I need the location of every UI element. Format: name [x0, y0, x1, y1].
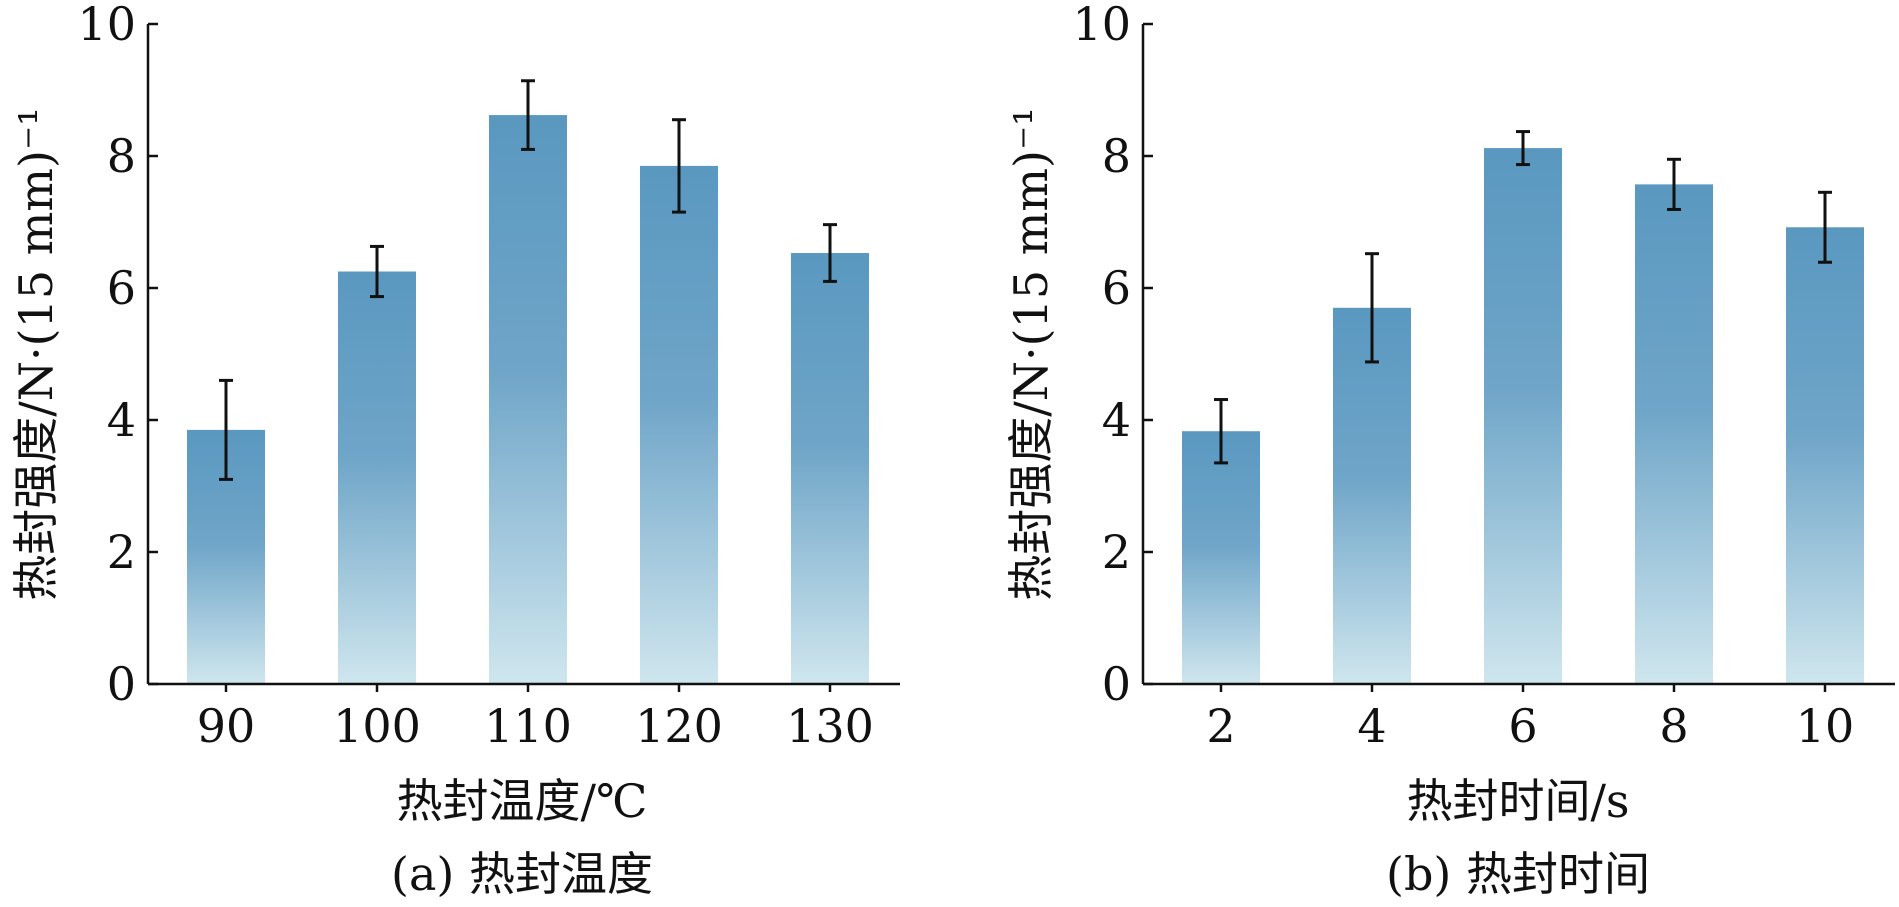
panel-b-x-axis-title: 热封时间/s	[1406, 774, 1629, 828]
panel-b-errorbar-10	[1818, 190, 1832, 264]
panel-b-x-tick-label: 10	[1796, 699, 1855, 753]
panel-b-x-tick-label: 6	[1508, 699, 1537, 753]
panel-a-x-tick-label: 90	[197, 699, 256, 753]
panel-a-x-ticks: 90 100 110 120 130	[197, 684, 874, 753]
panel-a-y-tick-label: 4	[107, 393, 136, 447]
panel-b-bar-2	[1182, 431, 1260, 684]
panel-b-y-ticks: 0 2 4 6 8 10	[1072, 0, 1153, 711]
panel-a-errorbar-100	[370, 244, 384, 299]
panel-b-errorbar-8	[1667, 157, 1681, 211]
panel-a-errorbars	[219, 79, 837, 481]
panel-a-x-tick-label: 110	[484, 699, 572, 753]
panel-b-y-tick-label: 2	[1102, 525, 1131, 579]
panel-b-x-tick-label: 2	[1206, 699, 1235, 753]
panel-b-y-tick-label: 8	[1102, 129, 1131, 183]
panel-a-errorbar-110	[521, 79, 535, 151]
panel-b-bar-6	[1484, 148, 1562, 684]
panel-a-bar-120	[640, 165, 718, 684]
panel-b-errorbar-6	[1516, 130, 1530, 167]
panel-a-y-tick-label: 10	[77, 0, 136, 51]
panel-a-bars	[187, 115, 869, 684]
panel-a-y-tick-label: 2	[107, 525, 136, 579]
panel-b-bar-8	[1635, 184, 1713, 684]
panel-b-x-tick-label: 8	[1659, 699, 1688, 753]
panel-a-errorbar-90	[219, 378, 233, 481]
panel-b-bars	[1182, 148, 1864, 684]
panel-a-caption: (a) 热封温度	[391, 847, 653, 901]
panel-a-y-tick-label: 0	[107, 657, 136, 711]
panel-b-y-tick-label: 4	[1102, 393, 1131, 447]
panel-a-errorbar-130	[823, 223, 837, 283]
panel-b-errorbar-2	[1214, 398, 1228, 465]
panel-a-y-tick-label: 8	[107, 129, 136, 183]
panel-b-y-axis-title: 热封强度/N·(15 mm)⁻¹	[1004, 107, 1058, 600]
panel-a-bar-130	[791, 253, 869, 684]
panel-a-bar-110	[489, 115, 567, 684]
panel-a-errorbar-120	[672, 118, 686, 214]
panel-b: 0 2 4 6 8 10 2 4 6 8 10 热封强度/N·(15 mm)⁻¹ 热封时间/s (…	[1004, 0, 1895, 901]
panel-b-errorbar-4	[1365, 252, 1379, 364]
panel-b-x-ticks: 2 4 6 8 10	[1206, 684, 1854, 753]
panel-a-x-tick-label: 130	[786, 699, 874, 753]
panel-b-errorbars	[1214, 130, 1832, 465]
panel-a-y-ticks: 0 2 4 6 8 10	[77, 0, 158, 711]
panel-a-bar-100	[338, 271, 416, 684]
panel-b-x-tick-label: 4	[1357, 699, 1386, 753]
panel-b-caption: (b) 热封时间	[1386, 847, 1650, 901]
panel-a-x-tick-label: 100	[333, 699, 421, 753]
panel-b-y-tick-label: 0	[1102, 657, 1131, 711]
panel-a-x-tick-label: 120	[635, 699, 723, 753]
panel-b-y-tick-label: 6	[1102, 261, 1131, 315]
panel-a-x-axis-title: 热封温度/℃	[397, 774, 648, 828]
panel-a-y-tick-label: 6	[107, 261, 136, 315]
panel-b-bar-4	[1333, 307, 1411, 684]
panel-a-y-axis-title: 热封强度/N·(15 mm)⁻¹	[9, 107, 63, 600]
panel-b-y-tick-label: 10	[1072, 0, 1131, 51]
panel-b-bar-10	[1786, 227, 1864, 684]
